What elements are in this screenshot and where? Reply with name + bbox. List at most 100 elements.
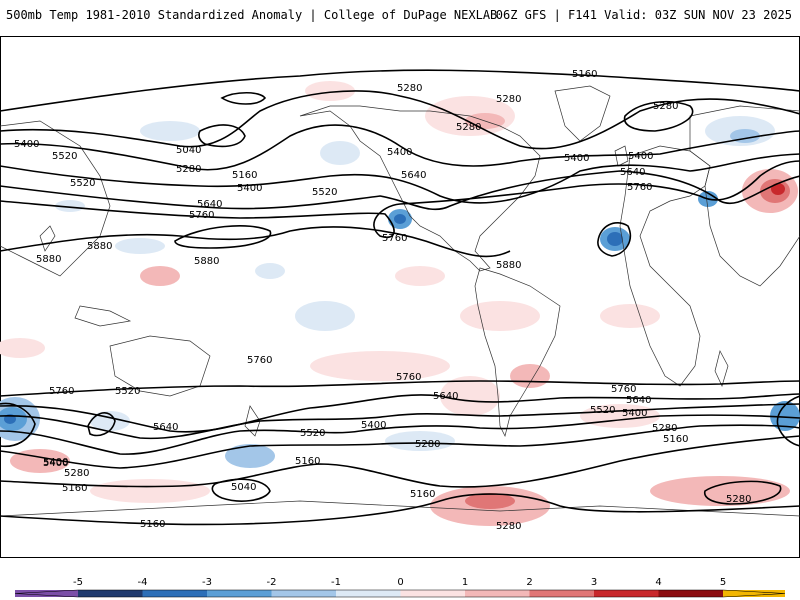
legend-tick-label: 2 [526, 577, 532, 588]
legend-swatch [723, 590, 785, 597]
contour-label: 5760 [396, 372, 421, 383]
contour-label: 5160 [572, 69, 597, 80]
contour-label: 5880 [36, 254, 61, 265]
contour-5280-loop-se [703, 480, 782, 505]
contour-label: 5760 [627, 182, 652, 193]
contour-label: 5400 [387, 147, 412, 158]
contour-label: 5280 [397, 83, 422, 94]
north-america-coast [299, 105, 541, 272]
legend-tick-labels: -5 -4 -3 -2 -1 0 1 2 3 4 5 [73, 577, 726, 588]
color-legend: -5 -4 -3 -2 -1 0 1 2 3 4 5 [14, 577, 786, 598]
contour-label: 5640 [620, 167, 645, 178]
warm-anomaly [310, 351, 450, 381]
contour-label: 5640 [433, 391, 458, 402]
contour-label: 5280 [415, 439, 440, 450]
contour-label: 5640 [401, 170, 426, 181]
contour-label: 5400 [43, 457, 68, 468]
contour-label: 5520 [300, 428, 325, 439]
contour-label: 5280 [176, 164, 201, 175]
legend-tick-label: -3 [202, 577, 212, 588]
warm-anomaly [650, 476, 790, 506]
contour-loop-west-edge [0, 402, 36, 448]
contour-5160-far-south [0, 493, 800, 526]
height-contours [0, 69, 800, 526]
contour-loop-east-edge [776, 395, 800, 447]
contour-label: 5400 [628, 151, 653, 162]
contour-5760-south [0, 380, 800, 397]
uk-coast [614, 145, 629, 167]
contour-label: 5760 [49, 386, 74, 397]
contour-loop-nw [220, 91, 267, 105]
warm-anomaly [395, 266, 445, 286]
cool-anomaly [385, 431, 455, 451]
contour-5280-south [0, 424, 800, 469]
cool-anomaly [320, 141, 360, 165]
warm-anomaly [600, 304, 660, 328]
legend-swatch [400, 590, 465, 597]
contour-label: 5280 [726, 494, 751, 505]
contour-5640-north [0, 170, 800, 211]
warm-anomaly [510, 364, 550, 388]
legend-swatch [78, 590, 143, 597]
cool-anomaly [394, 214, 406, 224]
contour-label: 5520 [52, 151, 77, 162]
map-frame [0, 36, 800, 558]
warm-anomaly [440, 376, 500, 416]
cool-anomaly [140, 121, 200, 141]
legend-swatch [465, 590, 530, 597]
contour-label: 5880 [496, 260, 521, 271]
coastlines [0, 85, 800, 517]
contour-label: 5160 [295, 456, 320, 467]
greenland-coast [554, 85, 611, 142]
cool-anomaly [255, 263, 285, 279]
contour-label: 5040 [176, 145, 201, 156]
japan-coast [39, 225, 56, 252]
contour-5520-south [0, 403, 800, 440]
contour-5280-loop-ne [623, 100, 694, 132]
contour-label: 5400 [14, 139, 39, 150]
legend-outline [14, 589, 786, 598]
contour-5880-north [0, 226, 511, 258]
warm-anomaly [460, 301, 540, 331]
legend-tick-label: -1 [331, 577, 341, 588]
asia-coast [689, 105, 800, 287]
contour-label: 5160 [410, 489, 435, 500]
indonesia-coast [74, 305, 132, 327]
contour-5520-north [0, 153, 800, 204]
cool-anomaly [607, 232, 623, 246]
contour-label: 5640 [626, 395, 651, 406]
legend-swatch [336, 590, 401, 597]
legend-tick-label: 5 [720, 577, 726, 588]
legend-tick-label: -5 [73, 577, 83, 588]
asia-west-coast [0, 120, 111, 277]
contour-5160-north [0, 69, 800, 112]
contour-5280-north [0, 90, 800, 150]
anomaly-shading [0, 81, 800, 526]
legend-swatch [15, 590, 78, 597]
contour-label: 5280 [652, 423, 677, 434]
legend-tick-label: -4 [138, 577, 148, 588]
contour-label: 5760 [247, 355, 272, 366]
warm-anomaly [140, 266, 180, 286]
cool-anomaly [295, 301, 355, 331]
contour-label-group: 5160 5280 5280 5280 5280 5400 5400 5040 … [14, 69, 751, 532]
contour-label: 5400 [361, 420, 386, 431]
contour-label: 5520 [590, 405, 615, 416]
contour-label: 5400 [622, 408, 647, 419]
contour-5160-south [0, 435, 800, 488]
legend-tick-label: -2 [267, 577, 277, 588]
contour-5400-north [0, 124, 800, 171]
contour-label: 5400 [564, 153, 589, 164]
contour-label: 5760 [189, 210, 214, 221]
antarctica-coast [0, 500, 800, 517]
contour-label: 5280 [64, 468, 89, 479]
contour-label: 5160 [663, 434, 688, 445]
contour-label: 5640 [153, 422, 178, 433]
contour-label: 5160 [62, 483, 87, 494]
world-map: 5160 5280 5280 5280 5280 5400 5400 5040 … [0, 36, 800, 558]
contour-label: 5160 [232, 170, 257, 181]
contour-label: 5280 [496, 94, 521, 105]
contour-5040-loop-south [211, 478, 271, 502]
contour-5040-loop-north [198, 124, 246, 148]
cool-anomaly [225, 444, 275, 468]
